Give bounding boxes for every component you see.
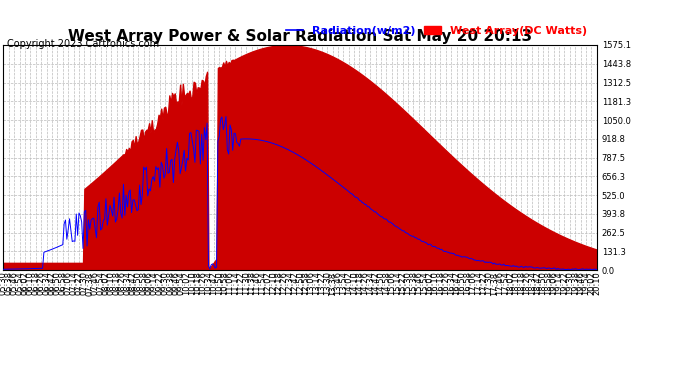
Text: Copyright 2023 Cartronics.com: Copyright 2023 Cartronics.com: [7, 39, 159, 50]
Title: West Array Power & Solar Radiation Sat May 20 20:13: West Array Power & Solar Radiation Sat M…: [68, 29, 532, 44]
Legend: Radiation(w/m2), West Array(DC Watts): Radiation(w/m2), West Array(DC Watts): [282, 21, 591, 40]
